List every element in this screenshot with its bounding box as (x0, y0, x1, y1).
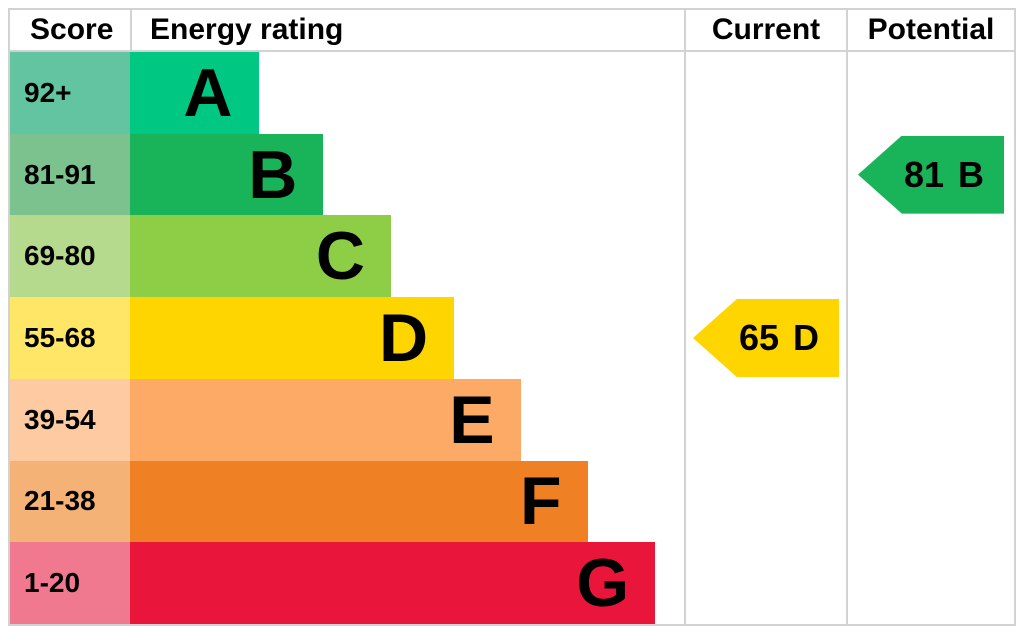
chart-header: Score Energy rating Current Potential (10, 10, 1014, 52)
band-rows: 92+ A 81-91 B 81 B 69-80 C 55-68 D 65 D 39-54 E 21-38 F… (10, 52, 1014, 625)
potential-band-letter: B (958, 153, 985, 195)
current-cell-c (684, 215, 846, 298)
rating-bar-g: G (130, 542, 656, 625)
rating-cell-e: E (130, 378, 684, 461)
band-row-g: 1-20 G (10, 542, 1014, 625)
header-current: Current (684, 10, 846, 50)
rating-cell-c: C (130, 215, 684, 298)
rating-bar-c: C (130, 215, 391, 298)
potential-cell-c (846, 215, 1014, 298)
rating-bar-d: D (130, 297, 455, 379)
current-value: 65 (738, 317, 780, 359)
band-row-a: 92+ A (10, 52, 1014, 134)
potential-value: 81 (903, 153, 945, 195)
current-band-letter: D (793, 317, 820, 359)
band-row-c: 69-80 C (10, 215, 1014, 298)
current-cell-d: 65 D (684, 297, 846, 379)
score-range-g: 1-20 (10, 542, 130, 625)
current-cell-g (684, 542, 846, 625)
score-range-d: 55-68 (10, 297, 130, 379)
score-range-b: 81-91 (10, 133, 130, 216)
score-range-a: 92+ (10, 52, 130, 134)
band-letter-g: G (576, 545, 630, 622)
current-cell-f (684, 460, 846, 543)
rating-bar-b: B (130, 133, 324, 216)
rating-cell-g: G (130, 542, 684, 625)
rating-bar-a: A (130, 52, 259, 134)
band-letter-b: B (248, 136, 298, 213)
rating-bar-e: E (130, 378, 521, 461)
potential-cell-b: 81 B (846, 133, 1014, 216)
band-letter-c: C (315, 218, 365, 295)
rating-cell-a: A (130, 52, 684, 134)
band-letter-a: A (183, 54, 233, 131)
energy-rating-chart: Score Energy rating Current Potential 92… (8, 8, 1016, 626)
band-letter-d: D (378, 300, 429, 377)
score-range-c: 69-80 (10, 215, 130, 298)
current-rating-arrow: 65 D (693, 299, 839, 378)
potential-cell-d (846, 297, 1014, 379)
band-letter-f: F (520, 463, 562, 540)
score-range-e: 39-54 (10, 378, 130, 461)
score-range-f: 21-38 (10, 460, 130, 543)
band-row-f: 21-38 F (10, 460, 1014, 543)
potential-cell-e (846, 378, 1014, 461)
rating-bar-f: F (130, 460, 588, 543)
current-cell-b (684, 133, 846, 216)
band-row-b: 81-91 B 81 B (10, 133, 1014, 216)
rating-cell-f: F (130, 460, 684, 543)
header-energy-rating: Energy rating (130, 10, 684, 50)
band-row-e: 39-54 E (10, 378, 1014, 461)
rating-cell-d: D (130, 297, 684, 379)
potential-cell-a (846, 52, 1014, 134)
current-cell-e (684, 378, 846, 461)
band-row-d: 55-68 D 65 D (10, 297, 1014, 379)
header-potential: Potential (846, 10, 1014, 50)
header-score: Score (30, 13, 114, 46)
potential-rating-arrow: 81 B (858, 135, 1004, 214)
potential-cell-f (846, 460, 1014, 543)
band-letter-e: E (449, 381, 495, 458)
potential-cell-g (846, 542, 1014, 625)
current-cell-a (684, 52, 846, 134)
rating-cell-b: B (130, 133, 684, 216)
